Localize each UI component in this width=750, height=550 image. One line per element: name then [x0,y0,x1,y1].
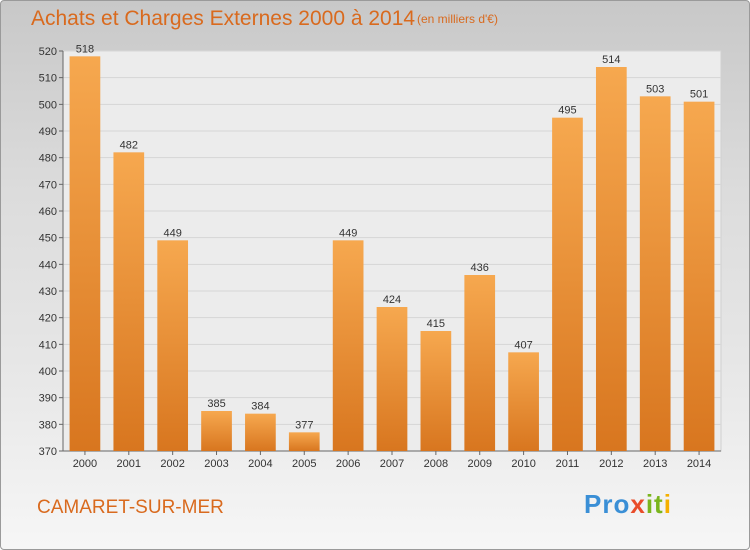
x-tick-label-2003: 2003 [204,458,228,470]
x-tick-label-2001: 2001 [117,458,141,470]
data-label-2004: 384 [251,401,269,413]
x-axis: 2000 2001 2002 2003 2004 2005 2006 2007 2008 2009… [73,451,711,470]
x-tick-label-2012: 2012 [599,458,623,470]
data-label-2008: 415 [427,318,445,330]
bar-2000 [69,56,101,451]
bar-2005 [288,432,320,451]
y-tick-label: 370 [39,446,57,458]
bar-2010 [508,352,539,451]
x-tick-label-2007: 2007 [380,458,404,470]
y-tick-label: 500 [39,99,57,111]
x-tick-label-2005: 2005 [292,458,316,470]
data-label-2002: 449 [163,227,181,239]
bar-2001 [113,152,145,452]
bar-2009 [464,275,496,451]
x-tick-label-2013: 2013 [643,458,667,470]
y-tick-label: 400 [39,366,57,378]
x-tick-label-2010: 2010 [511,458,535,470]
data-label-2013: 503 [646,83,664,95]
data-label-2003: 385 [207,398,225,410]
data-label-2012: 514 [602,54,620,66]
y-tick-label: 410 [39,339,57,351]
x-tick-label-2000: 2000 [73,458,97,470]
y-tick-label: 520 [39,46,57,58]
y-tick-label: 450 [39,233,57,245]
y-tick-label: 380 [39,419,57,431]
bar-2004 [245,413,276,451]
x-tick-label-2002: 2002 [160,458,184,470]
data-label-2000: 518 [76,43,94,55]
bar-2014 [683,101,715,452]
y-tick-label: 480 [39,153,57,165]
bar-2006 [332,240,364,451]
bar-2012 [595,67,627,451]
bar-2008 [420,331,452,451]
location-name: CAMARET-SUR-MER [37,497,224,518]
x-tick-label-2006: 2006 [336,458,360,470]
y-tick-label: 490 [39,126,57,138]
proxiti-logo: Proxiti [584,489,672,519]
data-label-2005: 377 [295,419,313,431]
y-tick-label: 430 [39,286,57,298]
x-tick-label-2011: 2011 [556,458,580,470]
y-tick-label: 440 [39,259,57,271]
x-tick-label-2004: 2004 [248,458,272,470]
y-tick-label: 470 [39,179,57,191]
y-tick-label: 460 [39,206,57,218]
bars: 518 482 449 385 384 377 449 424 415 436 407 495 514 5… [69,43,715,452]
data-label-2006: 449 [339,227,357,239]
x-tick-label-2008: 2008 [424,458,448,470]
bar-2013 [639,96,671,451]
x-tick-label-2014: 2014 [687,458,711,470]
bar-2011 [552,117,583,452]
bar-2002 [157,240,189,451]
x-tick-label-2009: 2009 [467,458,491,470]
data-label-2014: 501 [690,89,708,101]
bar-2003 [201,411,232,451]
y-tick-label: 420 [39,313,57,325]
data-label-2009: 436 [471,262,489,274]
y-tick-label: 510 [39,73,57,85]
data-label-2007: 424 [383,294,401,306]
chart-subtitle: (en milliers d'€) [417,12,498,26]
bar-2007 [376,307,408,451]
data-label-2010: 407 [514,339,532,351]
chart-title: Achats et Charges Externes 2000 à 2014 [31,7,416,30]
data-label-2001: 482 [120,139,138,151]
y-tick-label: 390 [39,393,57,405]
data-label-2011: 495 [558,105,576,117]
